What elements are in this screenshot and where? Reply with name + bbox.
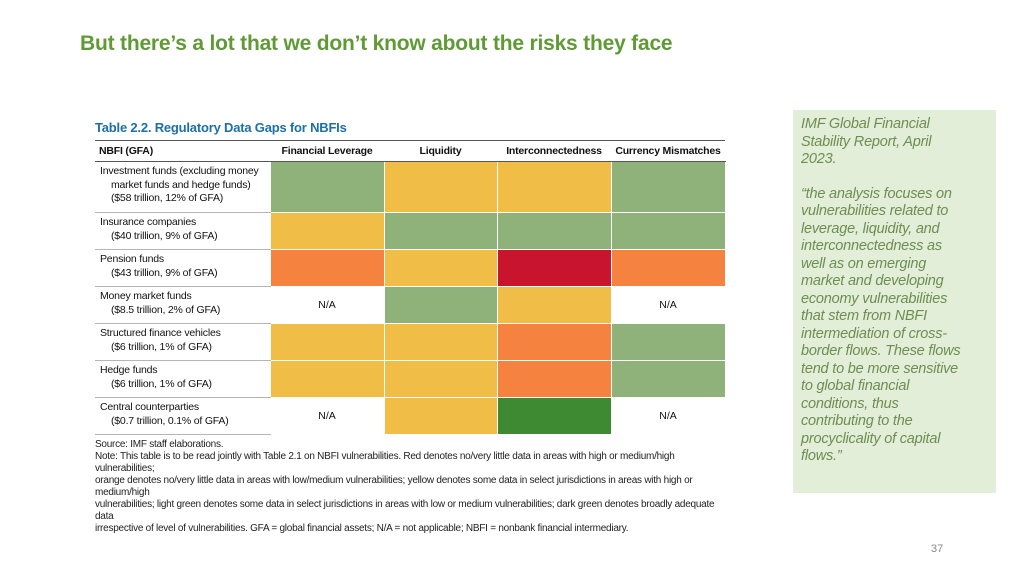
- status-cell-na: N/A: [269, 397, 385, 435]
- quote-line: conditions, thus: [801, 395, 899, 412]
- status-cell-na: N/A: [610, 397, 726, 435]
- status-cell-orange: [610, 249, 726, 287]
- status-cell-light-green: [269, 161, 385, 213]
- header-nbfi: NBFI (GFA): [95, 140, 270, 162]
- header-liquidity: Liquidity: [384, 140, 497, 162]
- quote-line: procyclicality of capital: [801, 430, 941, 447]
- status-cell-na: N/A: [269, 286, 385, 324]
- quote-line: intermediation of cross-: [801, 325, 947, 342]
- status-cell-yellow: [496, 161, 612, 213]
- row-label-line: ($40 trillion, 9% of GFA): [111, 229, 218, 242]
- status-cell-light-green: [383, 286, 498, 324]
- status-cell-orange: [496, 323, 612, 361]
- status-cell-orange: [496, 360, 612, 398]
- row-label: Pension funds ($43 trillion, 9% of GFA): [95, 249, 270, 287]
- header-currency-mismatches: Currency Mismatches: [611, 140, 725, 162]
- row-label-line: ($0.7 trillion, 0.1% of GFA): [111, 414, 229, 427]
- table-note: Note: This table is to be read jointly w…: [95, 451, 727, 535]
- table-row: Structured finance vehicles ($6 trillion,…: [95, 323, 726, 361]
- table-header-row: NBFI (GFA) Financial Leverage Liquidity …: [95, 140, 725, 162]
- quote-line: leverage, liquidity, and: [801, 220, 940, 237]
- row-label-line: Investment funds (excluding money: [100, 165, 259, 177]
- row-label-line: Money market funds: [100, 290, 192, 302]
- row-label-line: ($58 trillion, 12% of GFA): [111, 192, 224, 204]
- status-cell-yellow: [383, 249, 498, 287]
- row-label-line: Central counterparties: [100, 401, 199, 413]
- quote-source-line: 2023.: [801, 151, 837, 167]
- page-number: 37: [931, 543, 944, 555]
- quote-line: tend to be more sensitive: [801, 360, 959, 377]
- row-label: Structured finance vehicles ($6 trillion,…: [95, 323, 270, 361]
- quote-line: that stem from NBFI: [801, 308, 927, 324]
- quote-text: “the analysis focuses on vulnerabilities …: [801, 186, 988, 466]
- quote-line: market and developing: [801, 273, 944, 289]
- row-label-line: ($6 trillion, 1% of GFA): [111, 340, 212, 353]
- status-cell-dark-green: [496, 397, 612, 435]
- row-label: Investment funds (excluding money market …: [95, 161, 270, 213]
- quote-line: well as on emerging: [801, 255, 927, 272]
- table-title: Table 2.2. Regulatory Data Gaps for NBFI…: [95, 120, 347, 135]
- status-cell-light-green: [610, 360, 726, 398]
- row-label-line: ($43 trillion, 9% of GFA): [111, 266, 218, 279]
- quote-line: contributing to the: [801, 413, 913, 429]
- row-label: Money market funds ($8.5 trillion, 2% of …: [95, 286, 270, 324]
- quote-box: IMF Global Financial Stability Report, Ap…: [793, 110, 996, 493]
- status-cell-yellow: [383, 161, 498, 213]
- quote-source-line: Stability Report, April: [801, 133, 932, 150]
- status-cell-red: [496, 249, 612, 287]
- status-cell-orange: [269, 249, 385, 287]
- quote-line: flows.”: [801, 448, 842, 464]
- quote-source: IMF Global Financial Stability Report, Ap…: [801, 116, 988, 169]
- status-cell-yellow: [496, 286, 612, 324]
- status-cell-light-green: [610, 212, 726, 250]
- quote-line: border flows. These flows: [801, 343, 961, 359]
- row-label: Hedge funds ($6 trillion, 1% of GFA): [95, 360, 270, 398]
- table-row: Insurance companies ($40 trillion, 9% of …: [95, 212, 726, 250]
- table-row: Hedge funds ($6 trillion, 1% of GFA): [95, 360, 726, 398]
- note-line: Note: This table is to be read jointly w…: [95, 451, 675, 474]
- table-row: Central counterparties ($0.7 trillion, 0.…: [95, 397, 726, 435]
- table-row: Money market funds ($8.5 trillion, 2% of …: [95, 286, 726, 324]
- quote-line: economy vulnerabilities: [801, 290, 948, 307]
- status-cell-yellow: [269, 360, 385, 398]
- table-row: Investment funds (excluding money market …: [95, 161, 726, 213]
- status-cell-light-green: [610, 161, 726, 213]
- row-label-line: Structured finance vehicles: [100, 327, 221, 339]
- row-label-line: market funds and hedge funds): [111, 178, 251, 191]
- quote-line: vulnerabilities related to: [801, 203, 949, 219]
- header-interconnectedness: Interconnectedness: [497, 140, 611, 162]
- status-cell-light-green: [610, 323, 726, 361]
- table-row: Pension funds ($43 trillion, 9% of GFA): [95, 249, 726, 287]
- row-label-line: Pension funds: [100, 253, 164, 265]
- note-line: orange denotes no/very little data in ar…: [95, 475, 693, 498]
- row-label-line: ($6 trillion, 1% of GFA): [111, 377, 212, 390]
- slide-title: But there’s a lot that we don’t know abo…: [80, 32, 673, 55]
- row-label-line: Insurance companies: [100, 216, 197, 228]
- quote-source-line: IMF Global Financial: [801, 116, 930, 132]
- note-line: vulnerabilities; light green denotes som…: [95, 499, 715, 522]
- row-label: Central counterparties ($0.7 trillion, 0.…: [95, 397, 270, 435]
- status-cell-yellow: [383, 323, 498, 361]
- data-gaps-table: NBFI (GFA) Financial Leverage Liquidity …: [95, 140, 726, 435]
- row-label: Insurance companies ($40 trillion, 9% of …: [95, 212, 270, 250]
- status-cell-light-green: [496, 212, 612, 250]
- status-cell-yellow: [269, 323, 385, 361]
- status-cell-yellow: [269, 212, 385, 250]
- header-financial-leverage: Financial Leverage: [270, 140, 384, 162]
- status-cell-na: N/A: [610, 286, 726, 324]
- status-cell-yellow: [383, 397, 498, 435]
- quote-line: to global financial: [801, 378, 910, 394]
- table-body: Investment funds (excluding money market …: [95, 161, 726, 435]
- quote-line: “the analysis focuses on: [801, 185, 952, 202]
- data-gaps-table-figure: Table 2.2. Regulatory Data Gaps for NBFI…: [95, 120, 727, 535]
- status-cell-yellow: [383, 360, 498, 398]
- table-source: Source: IMF staff elaborations.: [95, 439, 224, 450]
- note-line: irrespective of level of vulnerabilities…: [95, 523, 629, 534]
- quote-line: interconnectedness as: [801, 238, 942, 254]
- status-cell-light-green: [383, 212, 498, 250]
- row-label-line: ($8.5 trillion, 2% of GFA): [111, 303, 221, 316]
- row-label-line: Hedge funds: [100, 364, 158, 376]
